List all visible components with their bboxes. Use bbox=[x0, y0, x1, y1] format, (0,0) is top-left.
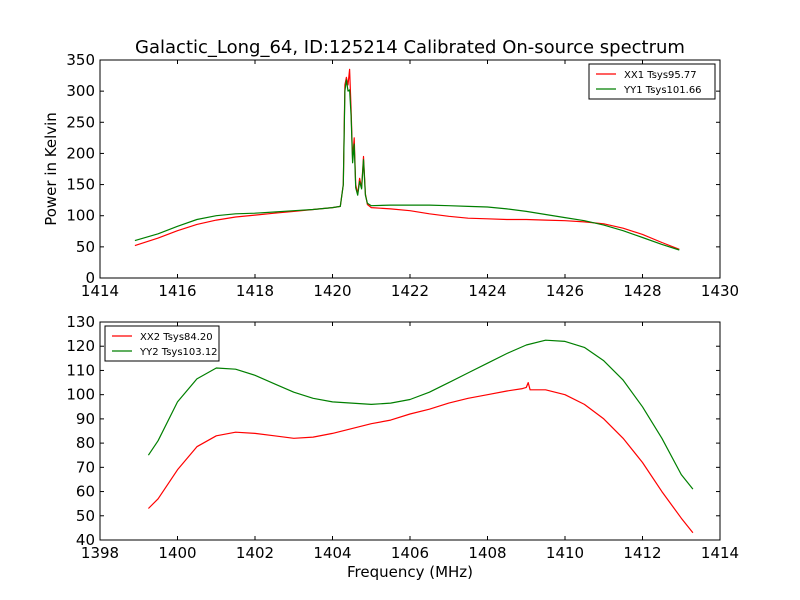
y-tick-label: 100 bbox=[66, 207, 95, 225]
plot-bottom-xlabel: Frequency (MHz) bbox=[347, 563, 473, 581]
x-tick-label: 1412 bbox=[623, 544, 661, 562]
series-line-bottom-xx bbox=[147, 382, 694, 534]
x-tick-label: 1420 bbox=[313, 282, 351, 300]
plot-bottom-series bbox=[147, 339, 694, 534]
y-tick-label: 50 bbox=[76, 507, 95, 525]
y-tick-label: 80 bbox=[76, 434, 95, 452]
y-tick-label: 110 bbox=[66, 361, 95, 379]
legend-bottom: XX2 Tsys84.20 YY2 Tsys103.12 bbox=[104, 325, 220, 362]
x-tick-label: 1406 bbox=[391, 544, 429, 562]
y-tick-label: 70 bbox=[76, 458, 95, 476]
y-tick-label: 100 bbox=[66, 386, 95, 404]
series-line-top-yy bbox=[134, 79, 680, 251]
plot-bottom: 1398 1400 1402 1404 1406 1408 1410 1412 1414 40 50… bbox=[66, 313, 739, 581]
plot-top-ticks: 1414 1416 1418 1420 1422 1424 1426 1428 1430 0 50 1… bbox=[66, 51, 739, 300]
y-tick-label: 150 bbox=[66, 176, 95, 194]
x-tick-label: 1422 bbox=[391, 282, 429, 300]
y-tick-label: 90 bbox=[76, 410, 95, 428]
x-tick-label: 1424 bbox=[468, 282, 506, 300]
y-tick-label: 50 bbox=[76, 238, 95, 256]
x-tick-label: 1414 bbox=[701, 544, 739, 562]
x-tick-label: 1398 bbox=[81, 544, 119, 562]
x-tick-label: 1428 bbox=[623, 282, 661, 300]
legend-top-label-yy1: YY1 Tsys101.66 bbox=[623, 85, 702, 96]
y-tick-label: 350 bbox=[66, 51, 95, 69]
plot-top-series bbox=[134, 68, 680, 251]
y-tick-label: 0 bbox=[85, 269, 95, 287]
legend-bottom-box bbox=[104, 325, 220, 362]
x-tick-label: 1410 bbox=[546, 544, 584, 562]
x-tick-label: 1416 bbox=[158, 282, 196, 300]
y-tick-label: 130 bbox=[66, 313, 95, 331]
plot-top-ylabel: Power in Kelvin bbox=[42, 112, 60, 226]
series-line-bottom-yy bbox=[147, 339, 694, 490]
x-tick-label: 1408 bbox=[468, 544, 506, 562]
y-tick-label: 120 bbox=[66, 337, 95, 355]
x-tick-label: 1418 bbox=[236, 282, 274, 300]
x-tick-label: 1402 bbox=[236, 544, 274, 562]
plot-top: 1414 1416 1418 1420 1422 1424 1426 1428 1430 0 50 1… bbox=[42, 51, 739, 300]
x-tick-label: 1430 bbox=[701, 282, 739, 300]
x-tick-label: 1414 bbox=[81, 282, 119, 300]
y-tick-label: 40 bbox=[76, 531, 95, 549]
legend-bottom-label-yy2: YY2 Tsys103.12 bbox=[139, 347, 218, 358]
legend-bottom-label-xx2: XX2 Tsys84.20 bbox=[140, 332, 213, 343]
legend-top-box bbox=[588, 63, 716, 100]
x-tick-label: 1404 bbox=[313, 544, 351, 562]
y-tick-label: 60 bbox=[76, 483, 95, 501]
legend-top-label-xx1: XX1 Tsys95.77 bbox=[624, 70, 697, 81]
x-tick-label: 1400 bbox=[158, 544, 196, 562]
legend-top: XX1 Tsys95.77 YY1 Tsys101.66 bbox=[588, 63, 716, 100]
y-tick-label: 200 bbox=[66, 144, 95, 162]
y-tick-label: 300 bbox=[66, 82, 95, 100]
plot-bottom-ticks: 1398 1400 1402 1404 1406 1408 1410 1412 1414 40 50… bbox=[66, 313, 739, 562]
y-tick-label: 250 bbox=[66, 113, 95, 131]
x-tick-label: 1426 bbox=[546, 282, 584, 300]
figure-title: Galactic_Long_64, ID:125214 Calibrated O… bbox=[135, 37, 685, 58]
